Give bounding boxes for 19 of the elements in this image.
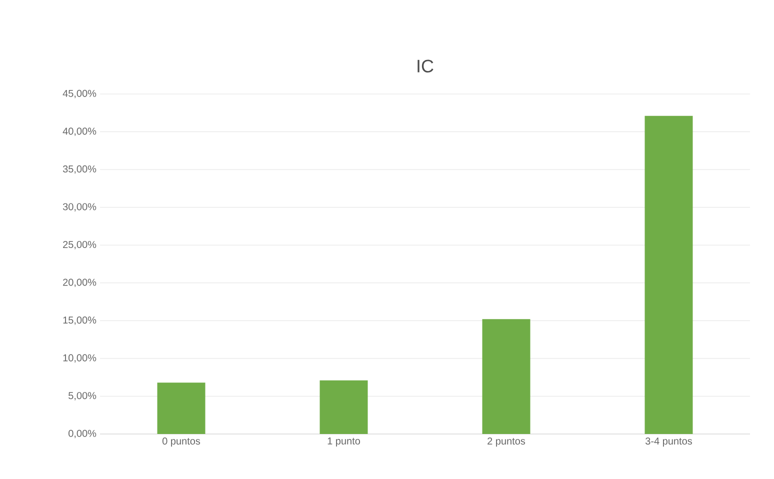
chart-title: IC bbox=[418, 60, 434, 72]
y-tick-label: 20,00% bbox=[63, 278, 96, 288]
y-tick-label: 30,00% bbox=[62, 203, 96, 212]
bar bbox=[644, 116, 693, 434]
x-tick-label: 0 puntos bbox=[162, 438, 200, 447]
y-tick-label: 35,00% bbox=[62, 165, 96, 174]
y-tick-label: 45,00% bbox=[62, 90, 96, 98]
y-tick-label: 10,00% bbox=[63, 354, 96, 363]
x-tick-label: 3-4 puntos bbox=[646, 438, 692, 447]
bar bbox=[320, 380, 368, 434]
bar bbox=[482, 319, 530, 434]
y-tick-label: 15,00% bbox=[63, 316, 96, 325]
y-tick-label: 25,00% bbox=[63, 240, 96, 250]
bar bbox=[157, 382, 206, 434]
y-tick-label: 0,00% bbox=[68, 430, 96, 438]
x-tick-label: 2 puntos bbox=[488, 438, 526, 447]
x-tick-label: 1 punto bbox=[328, 438, 360, 446]
y-tick-label: 40,00% bbox=[62, 128, 96, 136]
y-tick-label: 5,00% bbox=[68, 392, 96, 400]
